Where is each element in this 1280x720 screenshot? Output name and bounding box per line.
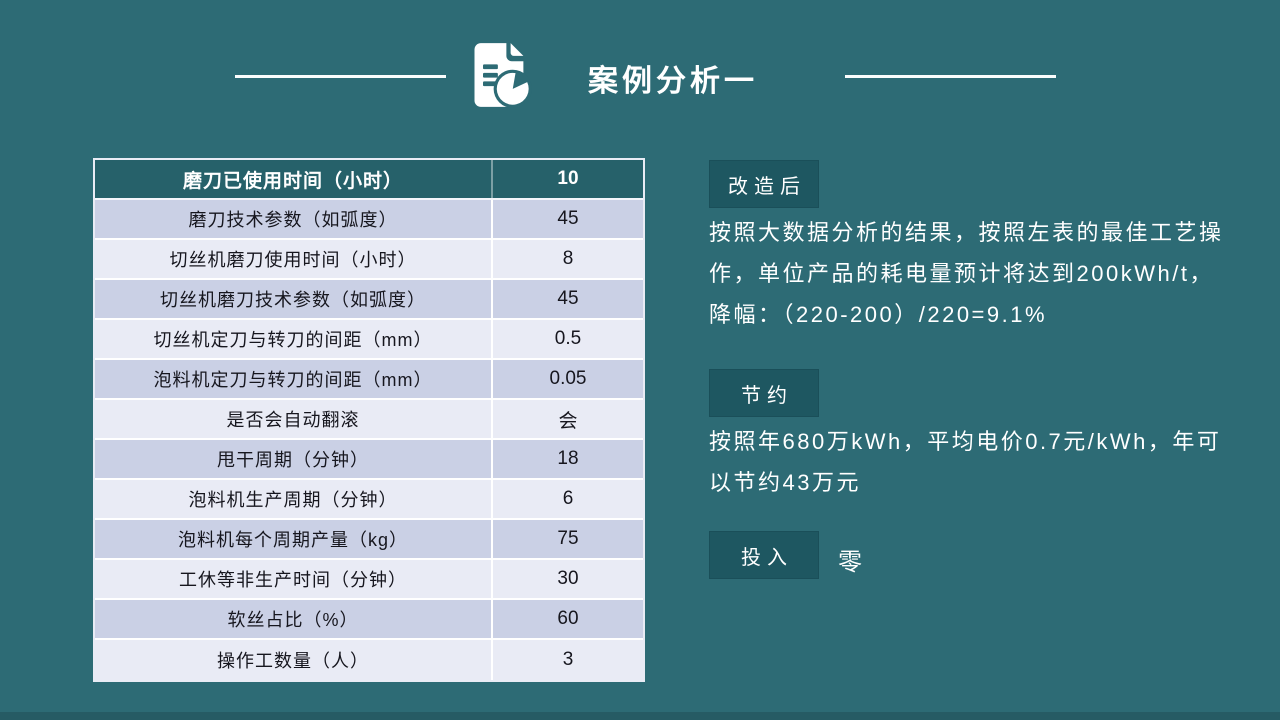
title-divider-left: [235, 75, 446, 78]
table-row: 切丝机磨刀使用时间（小时） 8: [95, 240, 643, 280]
row-value: 3: [562, 649, 574, 670]
table-row: 泡料机每个周期产量（kg） 75: [95, 520, 643, 560]
bottom-edge-shade: [0, 712, 1280, 720]
table-row: 切丝机磨刀技术参数（如弧度） 45: [95, 280, 643, 320]
row-label: 是否会自动翻滚: [95, 400, 493, 438]
after-transform-text: 按照大数据分析的结果，按照左表的最佳工艺操作，单位产品的耗电量预计将达到200k…: [709, 220, 1224, 327]
page-title: 案例分析一: [588, 65, 758, 98]
table-header-row: 磨刀已使用时间（小时） 10: [95, 160, 643, 200]
table-row: 甩干周期（分钟） 18: [95, 440, 643, 480]
row-label: 切丝机磨刀使用时间（小时）: [95, 240, 493, 278]
document-chart-icon: [466, 41, 534, 109]
row-label: 软丝占比（%）: [95, 600, 493, 638]
row-value: 75: [557, 528, 579, 549]
row-value: 0.5: [554, 328, 582, 349]
row-value: 6: [562, 488, 574, 509]
row-value: 60: [557, 608, 579, 629]
table-header-label: 磨刀已使用时间（小时）: [95, 160, 493, 198]
badge-investment: 投入: [709, 531, 819, 579]
row-value: 18: [557, 448, 579, 469]
title-divider-right: [845, 75, 1056, 78]
table-row: 是否会自动翻滚 会: [95, 400, 643, 440]
savings-text: 按照年680万kWh，平均电价0.7元/kWh，年可以节约43万元: [709, 429, 1222, 495]
row-value: 8: [562, 248, 574, 269]
table-row: 泡料机定刀与转刀的间距（mm） 0.05: [95, 360, 643, 400]
table-row: 泡料机生产周期（分钟） 6: [95, 480, 643, 520]
row-label: 泡料机生产周期（分钟）: [95, 480, 493, 518]
row-label: 泡料机定刀与转刀的间距（mm）: [95, 360, 493, 398]
row-value: 45: [557, 288, 579, 309]
row-label: 操作工数量（人）: [95, 640, 493, 680]
table-header-value: 10: [557, 168, 579, 189]
badge-after-transform: 改造后: [709, 160, 819, 208]
badge-savings: 节约: [709, 369, 819, 417]
row-value: 45: [557, 208, 579, 229]
row-value: 会: [558, 410, 578, 432]
row-label: 磨刀技术参数（如弧度）: [95, 200, 493, 238]
row-label: 甩干周期（分钟）: [95, 440, 493, 478]
row-label: 泡料机每个周期产量（kg）: [95, 520, 493, 558]
investment-value: 零: [838, 549, 864, 576]
table-row: 磨刀技术参数（如弧度） 45: [95, 200, 643, 240]
row-label: 工休等非生产时间（分钟）: [95, 560, 493, 598]
row-label: 切丝机磨刀技术参数（如弧度）: [95, 280, 493, 318]
row-value: 0.05: [549, 368, 587, 389]
table-row: 工休等非生产时间（分钟） 30: [95, 560, 643, 600]
table-row: 操作工数量（人） 3: [95, 640, 643, 680]
row-value: 30: [557, 568, 579, 589]
table-row: 软丝占比（%） 60: [95, 600, 643, 640]
row-label: 切丝机定刀与转刀的间距（mm）: [95, 320, 493, 358]
table-row: 切丝机定刀与转刀的间距（mm） 0.5: [95, 320, 643, 360]
parameters-table: 磨刀已使用时间（小时） 10 磨刀技术参数（如弧度） 45 切丝机磨刀使用时间（…: [93, 158, 645, 682]
